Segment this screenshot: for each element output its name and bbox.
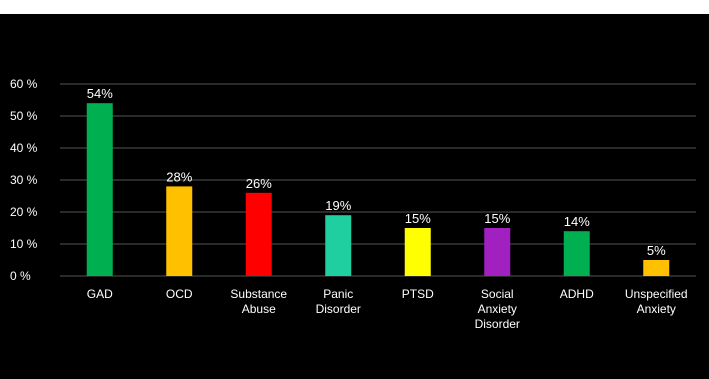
category-label-line: Disorder (316, 302, 361, 316)
category-label-line: PTSD (402, 287, 434, 301)
bar-0 (86, 103, 113, 276)
data-label: 15% (484, 211, 510, 226)
y-tick-label: 10 % (10, 237, 38, 251)
data-label: 14% (564, 214, 590, 229)
category-label: Substance Abuse (230, 287, 287, 316)
category-label: Panic Disorder (316, 287, 361, 316)
y-tick-label: 60 % (10, 77, 38, 91)
bar-1 (166, 186, 193, 276)
data-label: 28% (166, 169, 192, 184)
bar-7 (643, 260, 670, 276)
y-tick-label: 0 % (10, 269, 31, 283)
category-label-line: GAD (87, 287, 113, 301)
category-label: ADHD (560, 287, 594, 301)
category-label-line: OCD (166, 287, 193, 301)
bar-2 (245, 192, 272, 276)
category-label-line: Anxiety (478, 302, 517, 316)
data-label: 26% (246, 176, 272, 191)
category-label: PTSD (402, 287, 434, 301)
category-label-line: Social (481, 287, 514, 301)
data-labels: 54% 28% 26% 19% 15% 15% 14% 5% (87, 86, 666, 258)
bar-4 (404, 228, 431, 276)
bar-3 (325, 215, 352, 276)
category-label: GAD (87, 287, 113, 301)
category-label-line: Unspecified (625, 287, 688, 301)
y-tick-label: 30 % (10, 173, 38, 187)
bars (86, 103, 670, 276)
y-tick-label: 20 % (10, 205, 38, 219)
y-tick-label: 40 % (10, 141, 38, 155)
bar-6 (563, 231, 590, 276)
category-label-line: ADHD (560, 287, 594, 301)
category-label-line: Substance (230, 287, 287, 301)
data-label: 54% (87, 86, 113, 101)
chart-background (0, 14, 709, 379)
category-label-line: Panic (323, 287, 353, 301)
y-axis-ticks: 0 % 10 % 20 % 30 % 40 % 50 % 60 % (10, 77, 38, 283)
category-label-line: Anxiety (637, 302, 676, 316)
bar-5 (484, 228, 511, 276)
data-label: 5% (647, 243, 666, 258)
category-label: Unspecified Anxiety (625, 287, 688, 316)
category-label-line: Disorder (475, 317, 520, 331)
y-tick-label: 50 % (10, 109, 38, 123)
data-label: 15% (405, 211, 431, 226)
category-label: OCD (166, 287, 193, 301)
gridlines (60, 83, 696, 277)
data-label: 19% (325, 198, 351, 213)
category-label-line: Abuse (242, 302, 276, 316)
category-label: Social Anxiety Disorder (475, 287, 520, 331)
